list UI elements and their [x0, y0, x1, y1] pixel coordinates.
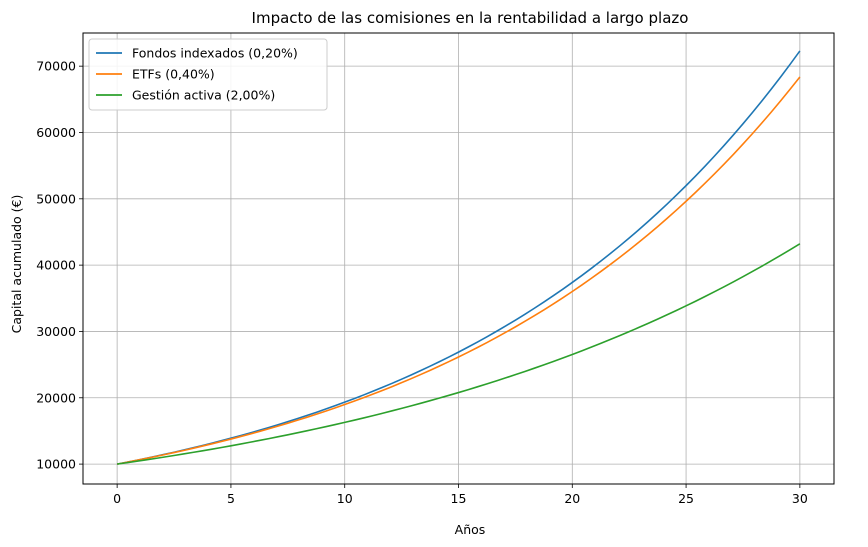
y-tick-label: 20000 — [36, 390, 76, 405]
legend-box — [88, 38, 328, 111]
x-tick-label: 0 — [113, 491, 121, 506]
y-tick-label: 50000 — [36, 191, 76, 206]
y-tick-label: 30000 — [36, 324, 76, 339]
legend: Fondos indexados (0,20%) ETFs (0,40%) Gest… — [88, 38, 328, 111]
y-axis-label: Capital acumulado (€) — [9, 195, 24, 334]
y-tick-label: 70000 — [36, 59, 76, 74]
x-tick-label: 30 — [792, 491, 808, 506]
x-axis-label: Años — [455, 522, 486, 537]
legend-label: Gestión activa (2,00%) — [132, 88, 275, 103]
series-line — [116, 76, 801, 465]
x-tick-label: 10 — [337, 491, 353, 506]
series-lines — [116, 50, 801, 465]
grid — [83, 33, 834, 484]
y-tick-label: 10000 — [36, 457, 76, 472]
chart-title: Impacto de las comisiones en la rentabil… — [252, 9, 689, 27]
x-axis: 0 5 10 15 20 25 30 — [113, 484, 808, 506]
y-axis: 10000 20000 30000 40000 50000 60000 70000 — [36, 59, 83, 472]
legend-label: Fondos indexados (0,20%) — [132, 46, 298, 61]
x-tick-label: 15 — [451, 491, 467, 506]
legend-label: ETFs (0,40%) — [132, 67, 215, 82]
y-tick-label: 40000 — [36, 258, 76, 273]
x-tick-label: 5 — [227, 491, 235, 506]
x-tick-label: 25 — [678, 491, 694, 506]
series-line — [117, 243, 801, 465]
series-line — [116, 50, 801, 465]
x-tick-label: 20 — [564, 491, 580, 506]
y-tick-label: 60000 — [36, 125, 76, 140]
